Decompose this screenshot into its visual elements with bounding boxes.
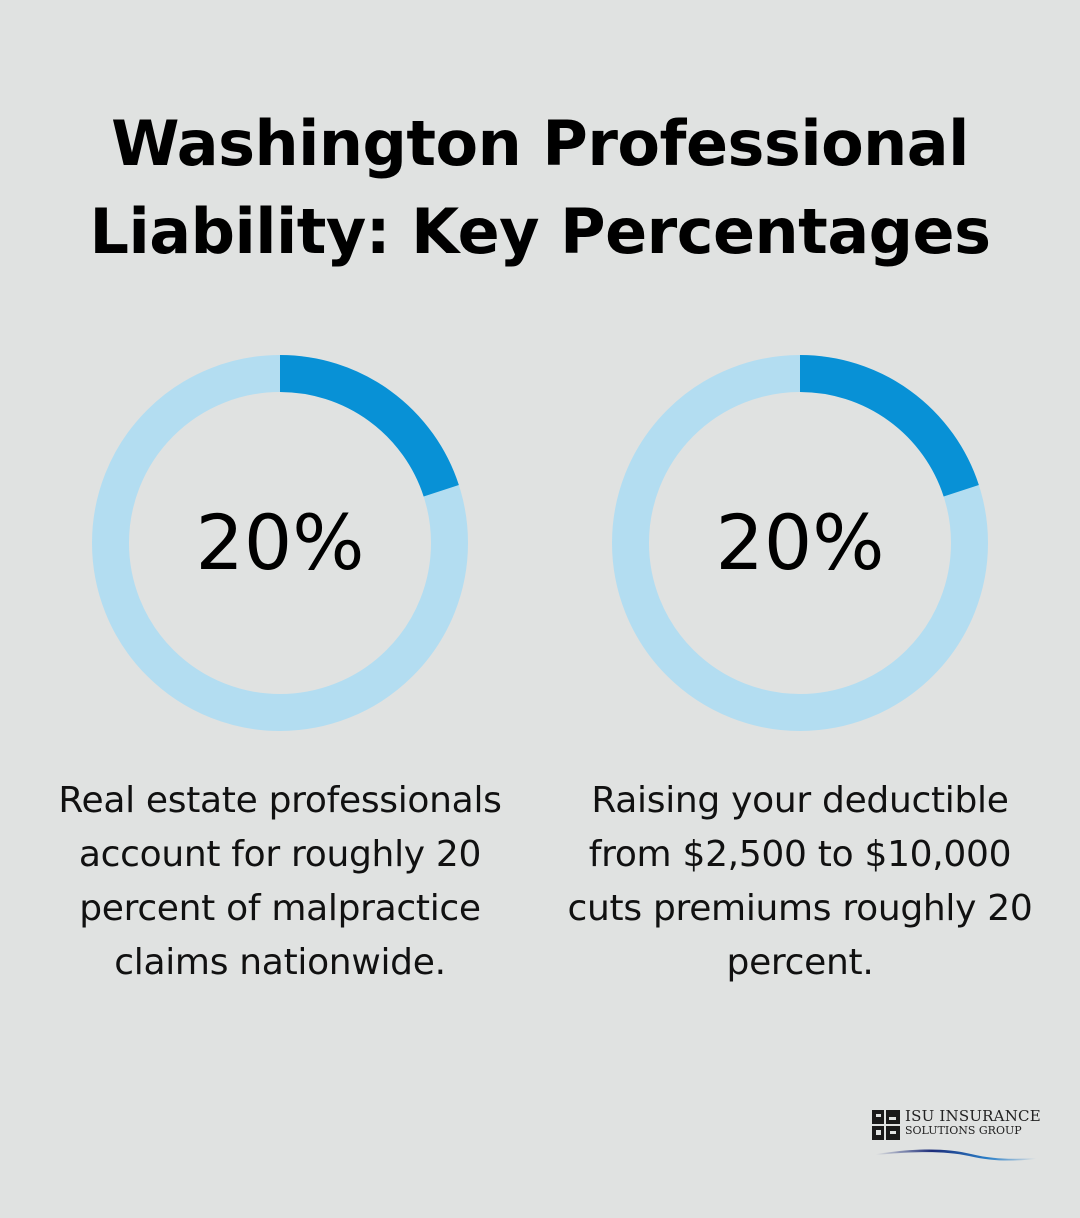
isu-logo: ISU INSURANCE SOLUTIONS GROUP <box>872 1108 1042 1164</box>
stat-description-1: Real estate professionals account for ro… <box>30 774 530 990</box>
description-line: Real estate professionals <box>58 780 502 821</box>
description-line: percent. <box>726 942 874 983</box>
logo-wordmark: ISU INSURANCE SOLUTIONS GROUP <box>905 1108 1041 1138</box>
logo-line-1: ISU INSURANCE <box>905 1107 1041 1125</box>
description-line: from $2,500 to $10,000 <box>588 834 1012 875</box>
donut-ring <box>92 355 468 731</box>
donut-chart-1: 20% <box>91 354 469 732</box>
title-line-2: Liability: Key Percentages <box>89 195 992 268</box>
description-line: account for roughly 20 <box>78 834 482 875</box>
donut-chart-2: 20% <box>611 354 989 732</box>
logo-swoosh-icon <box>876 1149 1036 1161</box>
stat-value: 20% <box>195 498 365 587</box>
description-line: claims nationwide. <box>114 942 446 983</box>
ring-fill <box>92 355 468 731</box>
description-line: Raising your deductible <box>591 780 1009 821</box>
isu-logo-mark-icon <box>872 1110 900 1140</box>
stat-value: 20% <box>715 498 885 587</box>
donut-ring <box>612 355 988 731</box>
description-line: percent of malpractice <box>79 888 481 929</box>
logo-line-2: SOLUTIONS GROUP <box>905 1124 1022 1137</box>
stat-description-2: Raising your deductible from $2,500 to $… <box>550 774 1050 990</box>
ring-fill <box>612 355 988 731</box>
page-title: Washington Professional Liability: Key P… <box>0 100 1080 276</box>
title-line-1: Washington Professional <box>111 107 969 180</box>
description-line: cuts premiums roughly 20 <box>567 888 1033 929</box>
